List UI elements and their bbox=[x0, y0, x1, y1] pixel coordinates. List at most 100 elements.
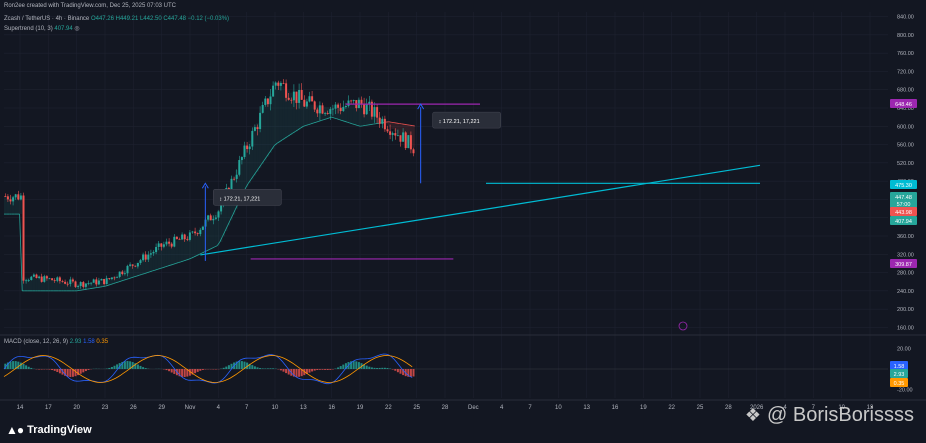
macd-histogram-bar bbox=[394, 369, 397, 371]
macd-histogram-bar bbox=[74, 369, 77, 377]
candle bbox=[58, 276, 61, 284]
candle bbox=[394, 128, 397, 140]
candle bbox=[274, 81, 277, 90]
event-marker-icon[interactable] bbox=[678, 321, 688, 331]
tradingview-logo[interactable]: ▲● TradingView bbox=[6, 423, 92, 437]
macd-histogram-bar bbox=[266, 368, 269, 369]
macd-histogram-bar bbox=[407, 369, 410, 377]
candle bbox=[95, 277, 98, 287]
macd-histogram-bar bbox=[287, 369, 290, 375]
supertrend-legend[interactable]: Supertrend (10, 3) 407.94 ◎ bbox=[4, 25, 80, 32]
price-tick-label: 520.00 bbox=[897, 161, 914, 167]
time-tick-label: 16 bbox=[612, 405, 619, 411]
price-tag bbox=[890, 192, 917, 201]
macd-histogram-bar bbox=[303, 369, 306, 376]
macd-tick-label: 20.00 bbox=[897, 346, 911, 352]
macd-histogram-bar bbox=[337, 367, 340, 369]
candle bbox=[251, 127, 254, 151]
macd-histogram-bar bbox=[22, 363, 25, 369]
macd-tag-text: 2.93 bbox=[894, 372, 905, 378]
macd-histogram-bar bbox=[14, 361, 17, 369]
macd-histogram-bar bbox=[305, 369, 308, 374]
macd-histogram-bar bbox=[292, 369, 295, 377]
candle bbox=[131, 264, 134, 269]
candle bbox=[342, 100, 345, 112]
grid-lines bbox=[0, 12, 926, 401]
candle bbox=[32, 273, 35, 278]
supertrend-label: Supertrend (10, 3) bbox=[4, 26, 53, 32]
time-tick-label: 28 bbox=[725, 405, 732, 411]
macd-histogram-bar bbox=[181, 369, 184, 377]
time-tick-label: 20 bbox=[73, 405, 80, 411]
author-watermark: ❖ @ BorisBorissss bbox=[745, 404, 914, 427]
price-tag-text: 447.48 bbox=[895, 195, 912, 201]
macd-histogram-bar bbox=[194, 369, 197, 374]
diamond-logo-icon: ❖ bbox=[744, 405, 761, 425]
macd-histogram-bar bbox=[313, 369, 316, 371]
candle bbox=[186, 236, 189, 242]
macd-histogram-bar bbox=[56, 369, 59, 372]
candle bbox=[17, 190, 20, 201]
time-tick-label: 7 bbox=[528, 405, 532, 411]
macd-histogram-bar bbox=[365, 365, 368, 369]
macd-histogram-bar bbox=[264, 368, 267, 369]
candle bbox=[181, 232, 184, 240]
candle bbox=[155, 243, 158, 255]
measure-box[interactable] bbox=[213, 188, 282, 206]
candle bbox=[339, 103, 342, 115]
price-tag-text: 57:00 bbox=[897, 202, 911, 208]
macd-histogram-bar bbox=[235, 361, 238, 369]
macd-histogram-bar bbox=[251, 365, 254, 369]
candle bbox=[123, 270, 126, 276]
time-axis[interactable]: 14 17 20 23 26 29 Nov 4 7 10 13 16 19 22 25 28 Dec 4 7 10 13… bbox=[17, 405, 874, 411]
candle bbox=[282, 79, 285, 85]
macd-histogram-bar bbox=[51, 369, 54, 371]
candle bbox=[207, 214, 210, 222]
candle bbox=[196, 232, 199, 237]
price-tick-label: 560.00 bbox=[897, 143, 914, 149]
macd-histogram-bar bbox=[295, 369, 298, 377]
price-tag-text: 648.46 bbox=[895, 102, 912, 108]
candle bbox=[357, 97, 360, 109]
macd-histogram-bar bbox=[165, 369, 168, 371]
macd-histogram-bar bbox=[79, 369, 82, 374]
time-tick-label: 2026 bbox=[750, 405, 764, 411]
candle bbox=[376, 104, 379, 124]
macd-histogram-bar bbox=[134, 363, 137, 369]
candle bbox=[12, 195, 15, 206]
candle bbox=[407, 135, 410, 149]
candle bbox=[201, 226, 204, 231]
macd-histogram-bar bbox=[87, 369, 90, 370]
macd-legend[interactable]: MACD (close, 12, 26, 9) 2.93 1.58 0.35 bbox=[4, 339, 108, 345]
candle bbox=[238, 155, 241, 177]
candle bbox=[103, 278, 106, 286]
candle bbox=[233, 176, 236, 181]
macd-histogram-bar bbox=[142, 367, 145, 369]
macd-histogram-bar bbox=[196, 369, 199, 372]
measure-box[interactable] bbox=[432, 111, 501, 129]
price-tick-label: 600.00 bbox=[897, 124, 914, 130]
candle bbox=[134, 265, 137, 268]
ascending-trendline[interactable] bbox=[200, 164, 761, 256]
macd-histogram-bar bbox=[399, 369, 402, 374]
candle bbox=[64, 279, 67, 285]
price-tick-label: 240.00 bbox=[897, 289, 914, 295]
candle bbox=[214, 214, 217, 221]
macd-histogram-bar bbox=[123, 361, 126, 369]
candle bbox=[329, 106, 332, 120]
candle bbox=[121, 270, 124, 276]
macd-histogram-bar bbox=[412, 369, 415, 377]
candle bbox=[199, 228, 202, 237]
symbol-legend[interactable]: Zcash / TetherUS · 4h · Binance O447.26 … bbox=[4, 16, 229, 22]
candle bbox=[30, 275, 33, 281]
candle bbox=[402, 128, 405, 142]
time-tick-label: 28 bbox=[442, 405, 449, 411]
time-tick-label: Nov bbox=[185, 405, 196, 411]
eye-icon[interactable]: ◎ bbox=[74, 26, 80, 32]
candle bbox=[48, 277, 51, 280]
candle bbox=[383, 115, 386, 132]
candle bbox=[298, 83, 301, 109]
candle bbox=[318, 101, 321, 121]
